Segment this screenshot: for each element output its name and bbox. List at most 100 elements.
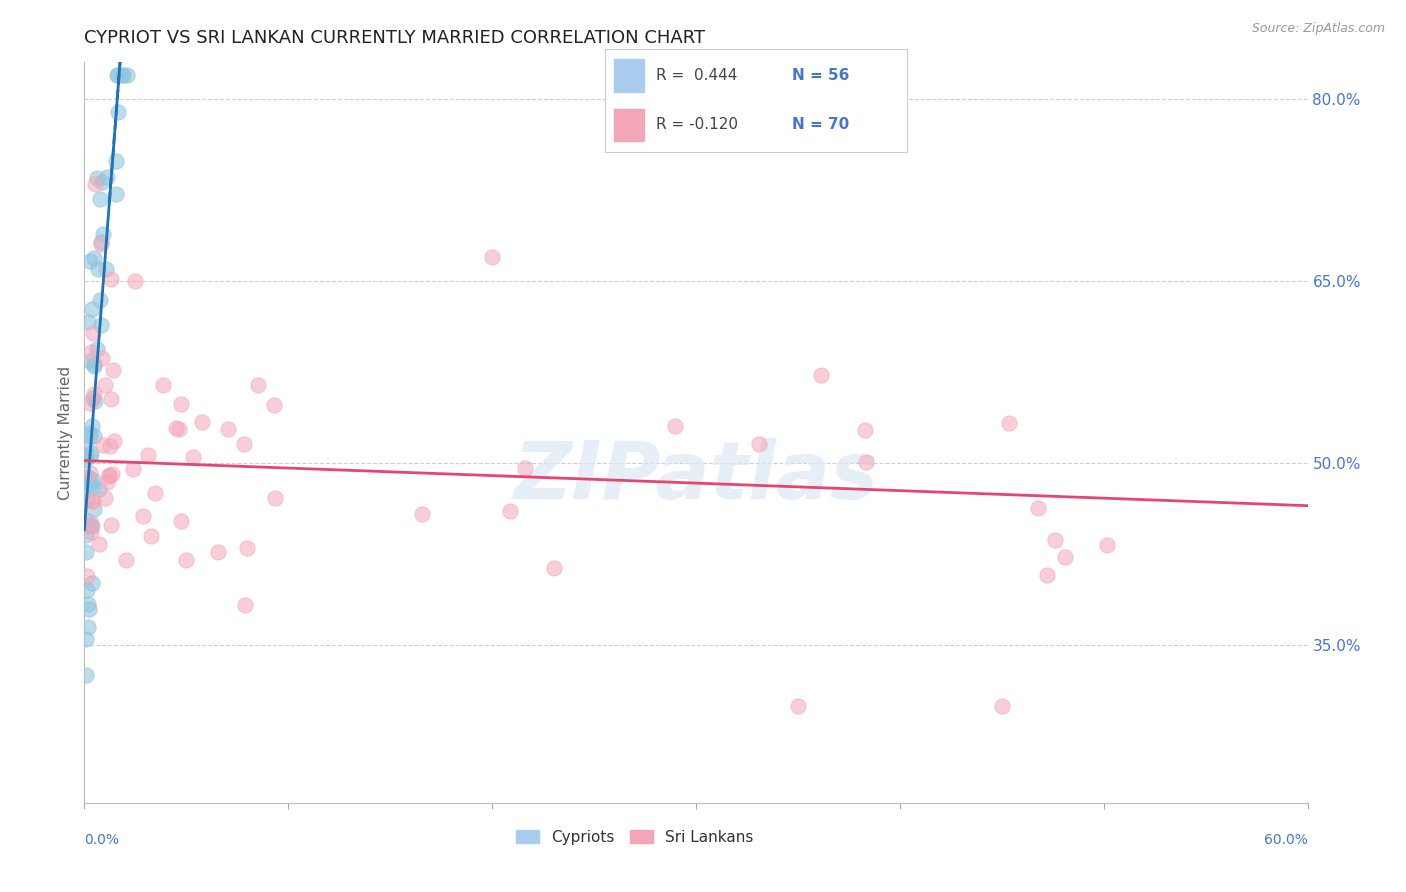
Point bbox=[75, 450, 97, 464]
Point bbox=[207, 545, 229, 559]
Point bbox=[263, 398, 285, 412]
Point bbox=[86, 170, 108, 185]
Point bbox=[90, 351, 112, 366]
Point bbox=[97, 467, 120, 482]
Point bbox=[80, 445, 103, 459]
Point bbox=[122, 461, 145, 475]
Point bbox=[75, 452, 97, 467]
Point bbox=[105, 68, 128, 82]
Point bbox=[90, 318, 112, 332]
Point bbox=[89, 192, 111, 206]
Point bbox=[139, 529, 162, 543]
Point bbox=[82, 473, 104, 487]
Bar bbox=[613, 109, 644, 141]
Point bbox=[233, 598, 256, 612]
Point bbox=[82, 392, 104, 406]
Point bbox=[75, 438, 97, 452]
Point bbox=[82, 494, 104, 508]
Point bbox=[181, 450, 204, 464]
Point bbox=[83, 358, 105, 372]
Point bbox=[105, 186, 128, 201]
Point bbox=[169, 396, 191, 410]
Text: Source: ZipAtlas.com: Source: ZipAtlas.com bbox=[1251, 22, 1385, 36]
Text: CYPRIOT VS SRI LANKAN CURRENTLY MARRIED CORRELATION CHART: CYPRIOT VS SRI LANKAN CURRENTLY MARRIED … bbox=[84, 29, 706, 47]
Point bbox=[83, 394, 105, 409]
Point bbox=[991, 698, 1014, 713]
Point bbox=[94, 377, 117, 392]
Point bbox=[481, 250, 503, 264]
Point bbox=[96, 170, 118, 185]
Point bbox=[131, 509, 153, 524]
Point bbox=[77, 475, 100, 489]
Point bbox=[79, 396, 101, 410]
Point bbox=[76, 315, 98, 329]
Point bbox=[75, 668, 97, 682]
Point bbox=[87, 537, 110, 551]
Point bbox=[103, 434, 125, 448]
Point bbox=[75, 527, 97, 541]
Point bbox=[1026, 500, 1049, 515]
Point bbox=[90, 175, 112, 189]
Point bbox=[83, 501, 105, 516]
Point bbox=[236, 541, 259, 555]
Point bbox=[83, 429, 105, 443]
Point bbox=[103, 363, 125, 377]
Point bbox=[114, 553, 136, 567]
Text: 60.0%: 60.0% bbox=[1264, 832, 1308, 847]
Point bbox=[77, 470, 100, 484]
Point bbox=[499, 504, 522, 518]
Point bbox=[100, 517, 122, 532]
Point bbox=[101, 467, 124, 481]
Point bbox=[111, 68, 134, 82]
Point bbox=[79, 466, 101, 480]
Point bbox=[167, 422, 190, 436]
Point bbox=[94, 491, 117, 506]
Point bbox=[100, 392, 122, 406]
Point bbox=[1095, 538, 1118, 552]
Legend: Cypriots, Sri Lankans: Cypriots, Sri Lankans bbox=[510, 823, 759, 851]
Point bbox=[98, 469, 121, 483]
Point bbox=[76, 514, 98, 528]
Point bbox=[263, 491, 285, 506]
Bar bbox=[613, 59, 644, 92]
Point bbox=[79, 449, 101, 463]
Point bbox=[411, 508, 433, 522]
Point bbox=[82, 326, 104, 340]
Text: N = 56: N = 56 bbox=[792, 68, 849, 83]
Point bbox=[1043, 533, 1066, 548]
Point bbox=[90, 235, 112, 250]
Point bbox=[233, 437, 256, 451]
Point bbox=[997, 416, 1019, 430]
Point bbox=[1054, 549, 1077, 564]
Point bbox=[83, 387, 105, 401]
Point bbox=[143, 485, 166, 500]
Point bbox=[86, 342, 108, 356]
Point bbox=[90, 237, 112, 252]
Point bbox=[89, 293, 111, 307]
Point bbox=[76, 582, 98, 597]
Point bbox=[77, 597, 100, 611]
Point bbox=[105, 153, 128, 168]
Point bbox=[853, 423, 876, 437]
Point bbox=[136, 448, 159, 462]
Point bbox=[748, 437, 770, 451]
Point bbox=[165, 421, 187, 435]
Point bbox=[79, 602, 101, 616]
Point bbox=[124, 274, 146, 288]
Point bbox=[77, 620, 100, 634]
Point bbox=[96, 475, 118, 489]
Point bbox=[174, 553, 197, 567]
Point bbox=[543, 561, 565, 575]
Point bbox=[79, 477, 101, 491]
Point bbox=[107, 105, 129, 120]
Point bbox=[75, 545, 97, 559]
Point bbox=[80, 524, 103, 539]
Point bbox=[170, 514, 193, 528]
Point bbox=[117, 68, 139, 82]
Point bbox=[80, 494, 103, 508]
Point bbox=[80, 301, 103, 316]
Point bbox=[217, 422, 239, 436]
Point bbox=[82, 480, 104, 494]
Point bbox=[98, 439, 121, 453]
Point bbox=[247, 377, 270, 392]
